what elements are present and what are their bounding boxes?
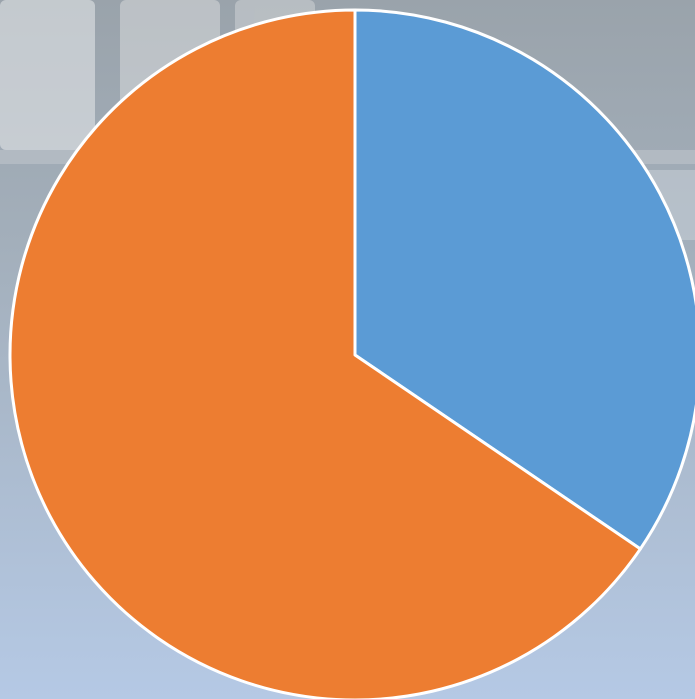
pie-slice [8, 8, 642, 699]
pie-slice [353, 8, 695, 551]
pie [8, 8, 695, 699]
